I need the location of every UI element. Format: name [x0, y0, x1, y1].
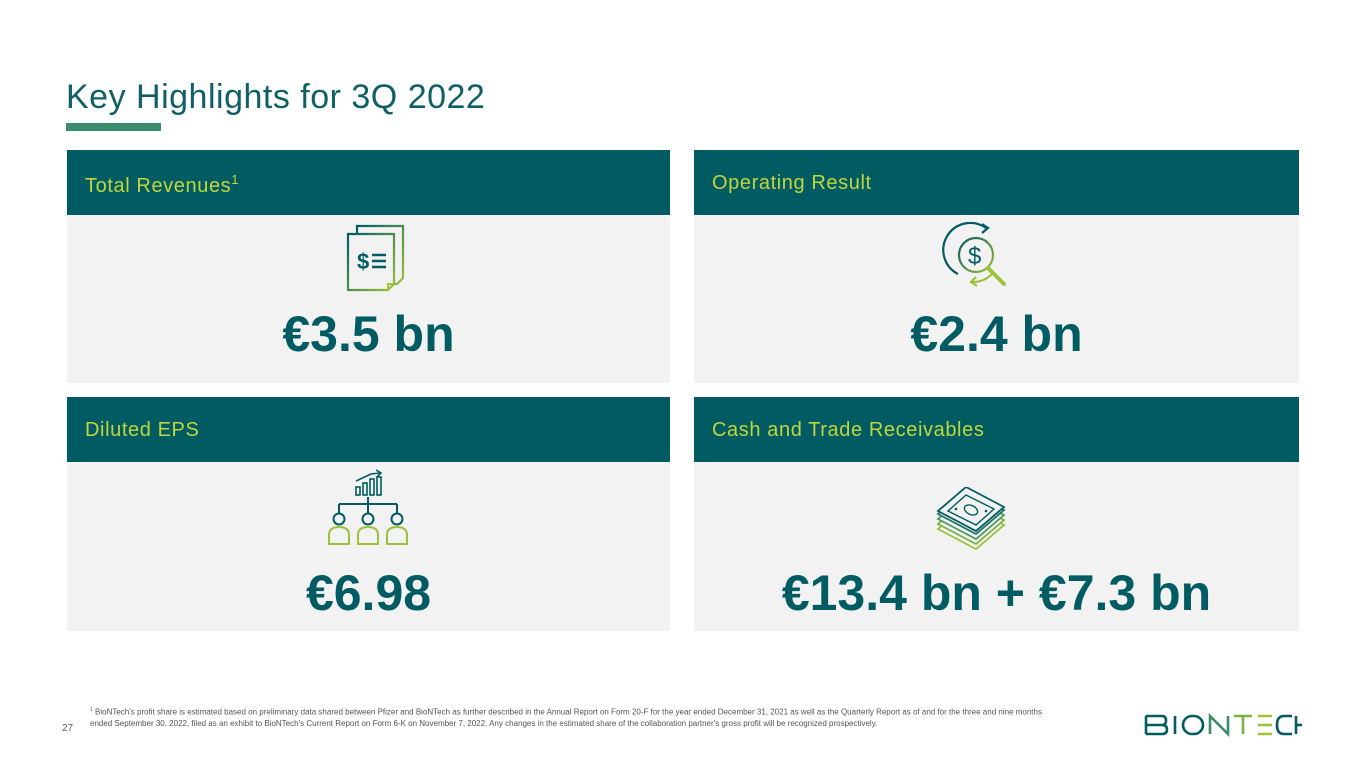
card-value: €3.5 bn: [282, 306, 455, 362]
card-header-label: Operating Result: [712, 172, 872, 194]
card-operating-result: Operating Result $ €2.4 bn: [694, 150, 1299, 383]
card-value: €13.4 bn + €7.3 bn: [781, 565, 1212, 621]
footnote: 1 BioNTech's profit share is estimated b…: [90, 705, 1058, 729]
title-underline: [66, 123, 161, 131]
shareholders-chart-icon: [326, 469, 414, 554]
svg-text:$: $: [968, 243, 981, 270]
card-value: €6.98: [305, 565, 432, 621]
dollar-magnifier-icon: $: [942, 221, 1014, 295]
card-header-label: Total Revenues1: [85, 172, 240, 197]
page-number: 27: [62, 723, 74, 734]
card-header-label: Diluted EPS: [85, 419, 200, 441]
card-value: €2.4 bn: [910, 306, 1083, 362]
revenue-document-icon: $: [339, 222, 409, 299]
footnote-text: BioNTech's profit share is estimated bas…: [90, 707, 1042, 728]
card-header: Cash and Trade Receivables: [694, 397, 1299, 462]
card-header-label: Cash and Trade Receivables: [712, 419, 985, 441]
card-diluted-eps: Diluted EPS €6.98: [67, 397, 670, 631]
slide-title: Key Highlights for 3Q 2022: [66, 78, 486, 116]
card-total-revenues: Total Revenues1 $ €3.5 bn: [67, 150, 670, 383]
biontech-logo: [1144, 712, 1302, 742]
card-header: Diluted EPS: [67, 397, 670, 462]
cash-stack-icon: [934, 485, 1008, 558]
card-header: Operating Result: [694, 150, 1299, 215]
card-cash-trade-receivables: Cash and Trade Receivables €13.4 bn + €7…: [694, 397, 1299, 631]
card-header: Total Revenues1: [67, 150, 670, 215]
footnote-marker: 1: [231, 172, 240, 187]
svg-text:$: $: [357, 249, 369, 274]
footnote-marker: 1: [90, 707, 93, 713]
